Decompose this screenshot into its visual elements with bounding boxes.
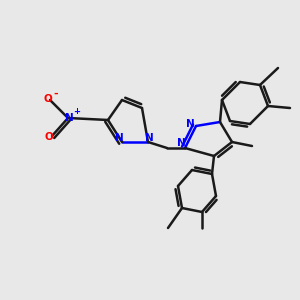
- Text: N: N: [65, 113, 74, 123]
- Text: N: N: [115, 134, 124, 143]
- Text: N: N: [177, 139, 186, 148]
- Text: O: O: [45, 133, 53, 142]
- Text: -: -: [53, 89, 58, 99]
- Text: +: +: [73, 107, 80, 116]
- Text: N: N: [145, 134, 154, 143]
- Text: O: O: [43, 94, 52, 103]
- Text: N: N: [186, 118, 194, 129]
